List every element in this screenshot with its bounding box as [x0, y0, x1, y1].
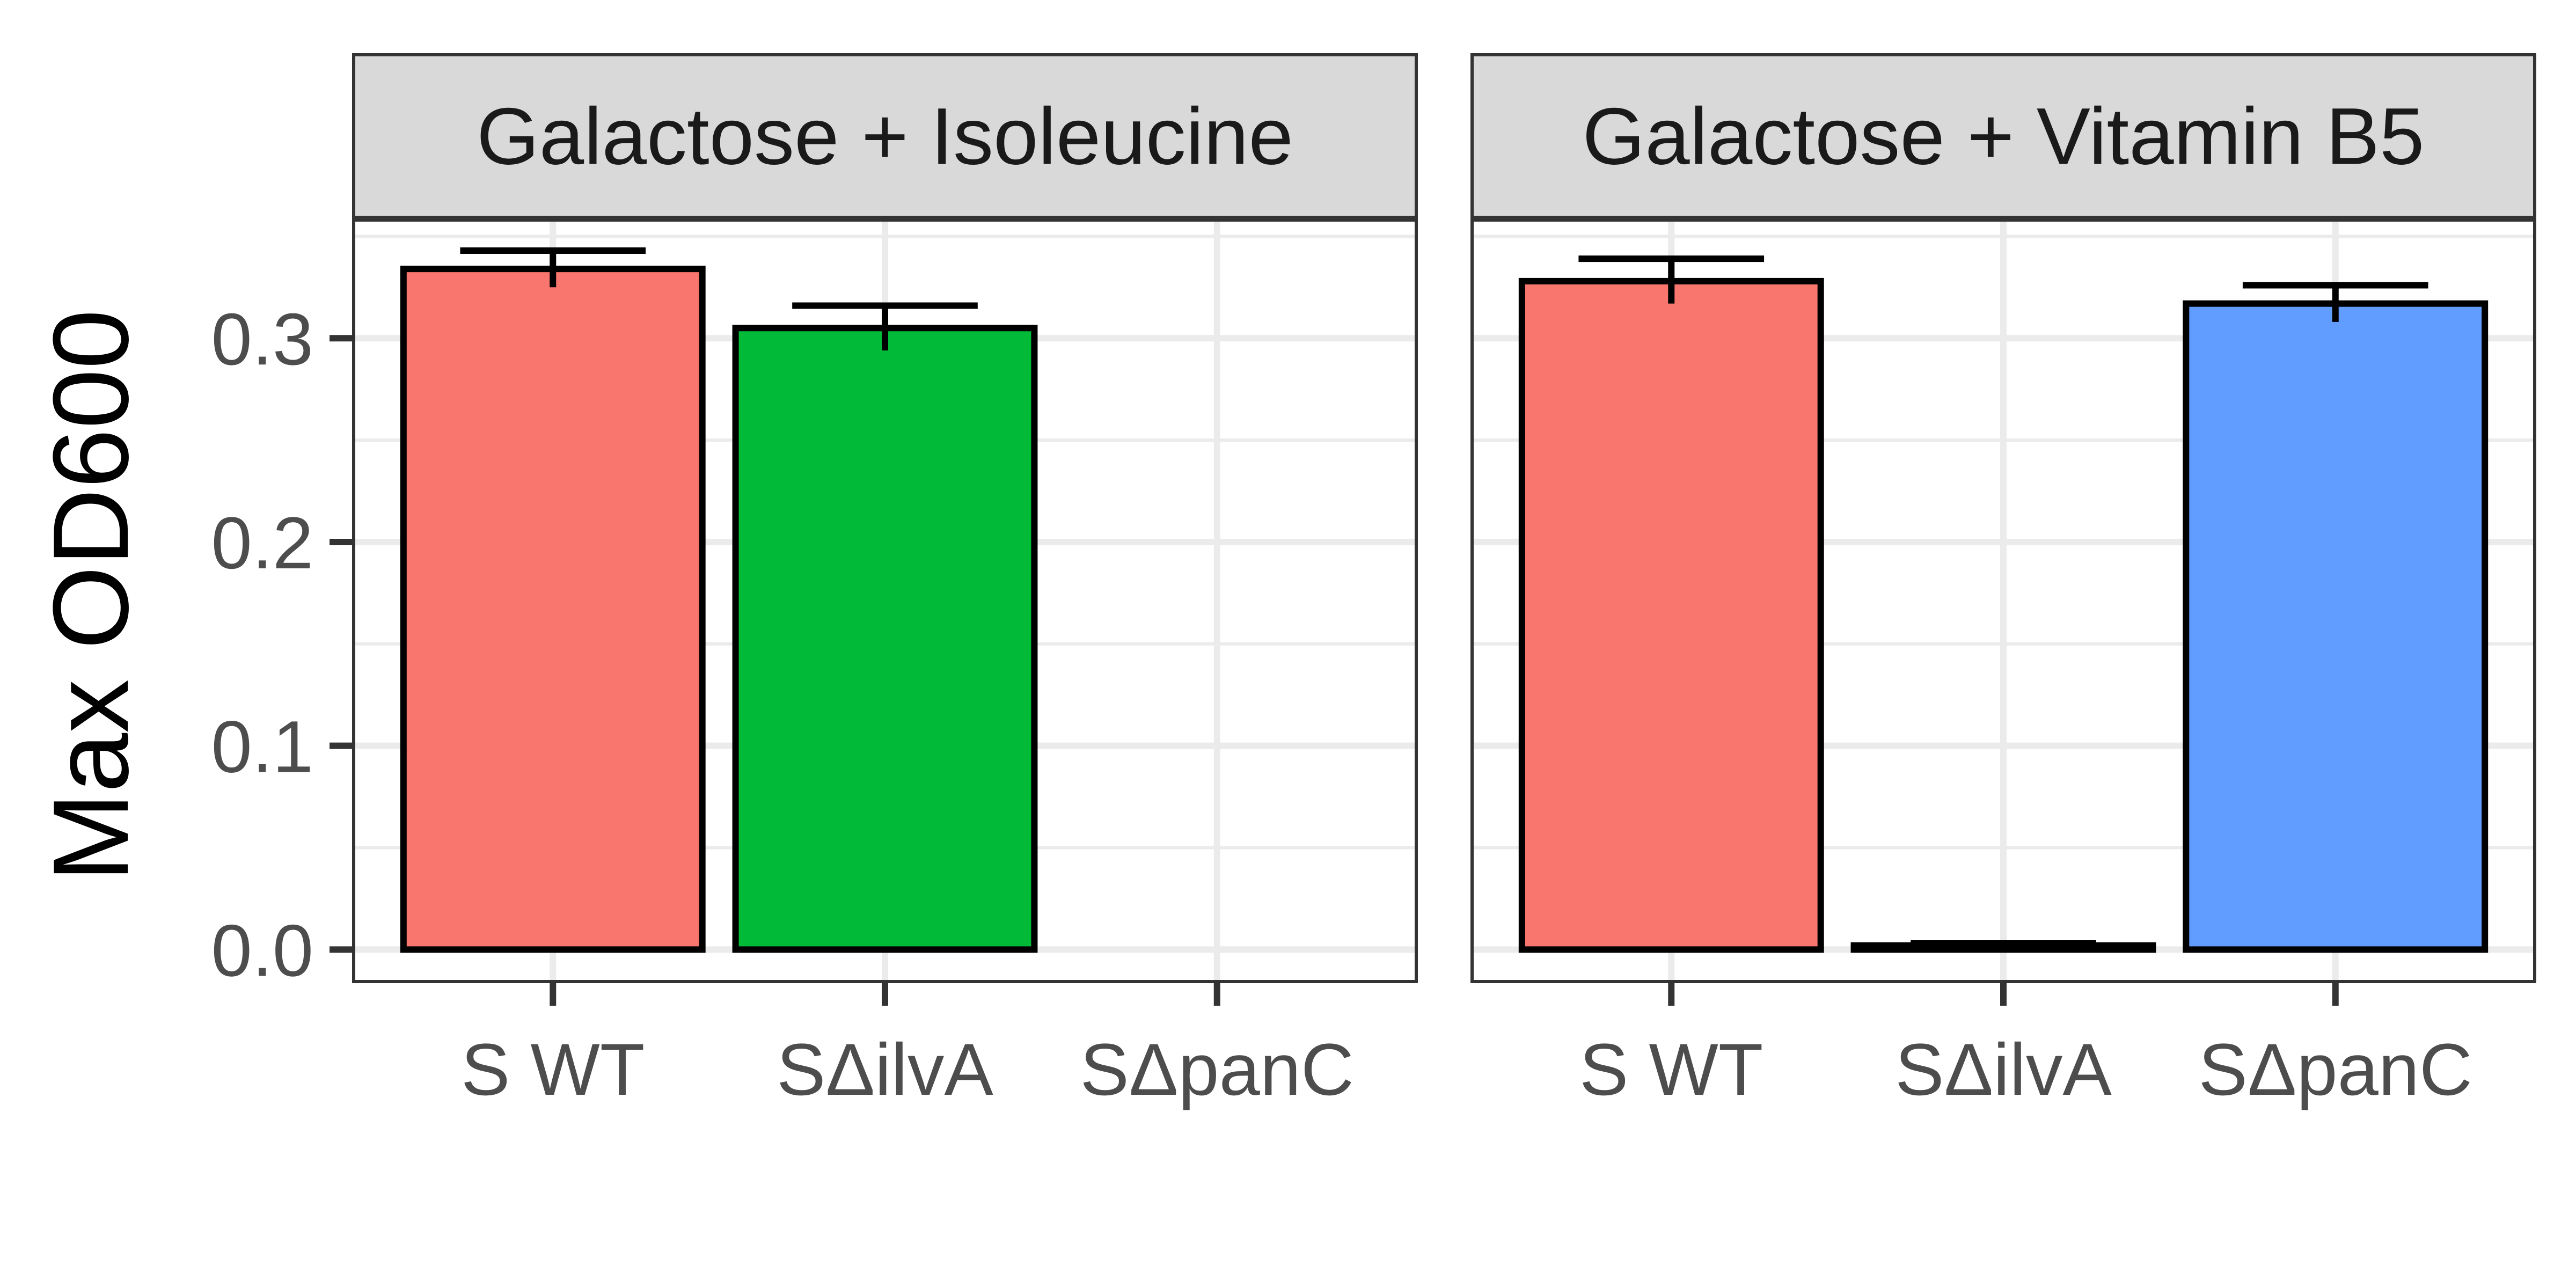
x-tick-label: S WT — [461, 1029, 645, 1111]
y-tick-label: 0.3 — [211, 298, 313, 380]
error-bar — [2242, 282, 2428, 322]
bar — [732, 325, 1038, 953]
y-axis-title: Max OD600 — [31, 309, 151, 882]
y-tick-label: 0.0 — [211, 910, 313, 992]
panels: Galactose + Isoleucine S WT SΔilvA SΔpanC 0.… — [211, 53, 2536, 1111]
x-tick-label: SΔpanC — [1080, 1029, 1354, 1111]
strip-title: Galactose + Vitamin B5 — [1583, 91, 2425, 181]
strip-background — [352, 53, 1418, 219]
x-tick-label: SΔilvA — [777, 1029, 993, 1111]
bar — [1518, 277, 1824, 953]
strip-title: Galactose + Isoleucine — [477, 91, 1293, 181]
error-bar — [1578, 255, 1765, 304]
error-bar — [1911, 940, 2096, 948]
error-bar — [460, 247, 646, 288]
bar — [2183, 300, 2489, 953]
bar — [400, 266, 706, 953]
error-bar — [792, 302, 978, 351]
strip-background — [1470, 53, 2536, 219]
y-tick-label: 0.2 — [211, 502, 313, 584]
panel-2: Galactose + Vitamin B5 S WT SΔilvA SΔpanC — [1470, 53, 2536, 1111]
x-tick-label: SΔpanC — [2199, 1029, 2472, 1111]
x-tick-label: SΔilvA — [1895, 1029, 2112, 1111]
panel-1: Galactose + Isoleucine S WT SΔilvA SΔpanC 0.… — [211, 53, 1418, 1111]
x-tick-label: S WT — [1579, 1029, 1763, 1111]
y-tick-label: 0.1 — [211, 706, 313, 788]
